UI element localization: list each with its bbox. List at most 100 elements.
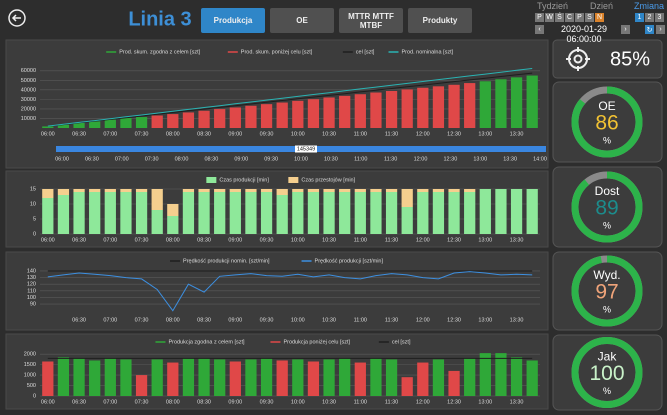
navigator-tick: 08:00 <box>175 156 189 162</box>
x-tick-label: 08:00 <box>166 237 180 243</box>
x-tick-label: 10:30 <box>322 317 336 323</box>
legend-label: cel [szt] <box>356 49 375 55</box>
refresh-button[interactable]: ↻ <box>645 25 654 34</box>
x-tick-label: 08:00 <box>166 399 180 405</box>
bar <box>354 362 366 396</box>
x-tick-label: 07:30 <box>135 131 149 137</box>
x-tick-label: 10:00 <box>291 399 305 405</box>
bar <box>135 189 148 192</box>
bar <box>339 95 351 128</box>
bar <box>276 102 288 128</box>
bar <box>104 189 116 192</box>
period-label[interactable]: Tydzień <box>537 1 569 11</box>
bar <box>307 192 320 234</box>
x-tick-label: 11:00 <box>354 317 367 323</box>
tab[interactable]: MTTR MTTF MTBF <box>339 8 403 33</box>
bar <box>135 117 148 128</box>
shift-button[interactable]: 2 <box>645 13 654 22</box>
x-tick-label: 07:00 <box>103 237 117 243</box>
day-button[interactable]: Ś <box>555 13 564 22</box>
x-tick-label: 08:30 <box>197 131 211 137</box>
y-tick-label: 110 <box>27 288 36 294</box>
bar <box>182 189 195 192</box>
gauge-unit: % <box>603 304 611 314</box>
date: 2020-01-29 06:00:00 <box>560 24 608 44</box>
prev-button[interactable]: ‹ <box>535 25 544 34</box>
legend-label: Prod. skum. poniżej celu [szt] <box>241 49 313 55</box>
x-tick-label: 13:00 <box>478 237 492 243</box>
bar <box>401 89 413 128</box>
bar <box>120 189 132 192</box>
bar <box>417 362 429 396</box>
y-tick-label: 0 <box>33 393 36 399</box>
bar <box>182 112 195 128</box>
bar <box>260 189 273 192</box>
bar <box>417 189 429 192</box>
line <box>47 68 533 127</box>
bar <box>245 359 257 396</box>
bar <box>464 83 476 128</box>
x-tick-label: 13:30 <box>510 317 524 323</box>
bar <box>479 353 491 396</box>
legend-label: Produkcja zgodna z celem [szt] <box>168 339 245 345</box>
bar <box>151 210 163 234</box>
x-tick-label: 13:00 <box>478 131 492 137</box>
gauge-label: OE <box>598 99 615 113</box>
day-button[interactable]: P <box>535 13 544 22</box>
bar <box>57 357 70 396</box>
shift-button[interactable]: 3 <box>655 13 664 22</box>
legend-label: Czas produkcji [min] <box>219 177 269 183</box>
x-tick-label: 06:00 <box>41 237 55 243</box>
legend-label: Prędkość produkcji [szt/min] <box>315 258 384 264</box>
bar <box>42 126 54 128</box>
tab[interactable]: OE <box>270 8 334 33</box>
x-tick-label: 09:00 <box>228 317 242 323</box>
day-button[interactable]: N <box>595 13 604 22</box>
gauge-unit: % <box>603 386 611 396</box>
bar <box>307 189 320 192</box>
x-tick-label: 09:30 <box>260 317 274 323</box>
navigator-tick: 13:00 <box>473 156 487 162</box>
day-button[interactable]: P <box>575 13 584 22</box>
y-tick-label: 2000 <box>24 352 36 358</box>
bar <box>323 189 335 192</box>
x-tick-label: 11:30 <box>385 237 398 243</box>
bar <box>42 198 54 234</box>
legend-label: Prędkość produkcji nomin. [szt/min] <box>183 258 270 264</box>
next-button[interactable]: › <box>621 25 630 34</box>
bar <box>198 358 210 396</box>
tab[interactable]: Produkcja <box>201 8 265 33</box>
next-shift[interactable]: › <box>656 25 665 34</box>
x-tick-label: 09:00 <box>228 131 242 137</box>
navigator-tick: 06:00 <box>55 156 69 162</box>
x-tick-label: 07:00 <box>103 317 117 323</box>
y-tick-label: 130 <box>27 275 36 281</box>
x-tick-label: 08:00 <box>166 131 180 137</box>
bar <box>245 105 257 128</box>
navigator-tick: 10:30 <box>324 156 338 162</box>
bar <box>510 77 523 128</box>
line <box>47 271 533 312</box>
x-tick-label: 10:00 <box>291 237 305 243</box>
day-button[interactable]: W <box>545 13 554 22</box>
day-button[interactable]: C <box>565 13 574 22</box>
bar <box>495 189 507 234</box>
navigator-tick: 11:30 <box>384 156 397 162</box>
bar <box>464 189 476 192</box>
bar <box>495 353 507 396</box>
period-label[interactable]: Zmiana <box>634 1 665 11</box>
x-tick-label: 06:00 <box>41 399 55 405</box>
day-button[interactable]: S <box>585 13 594 22</box>
shift-button[interactable]: 1 <box>635 13 644 22</box>
tab[interactable]: Produkty <box>408 8 472 33</box>
y-tick-label: 5 <box>33 216 36 222</box>
navigator-tick: 14:00 <box>533 156 547 162</box>
bar <box>526 75 538 128</box>
x-tick-label: 06:30 <box>72 317 86 323</box>
period-label[interactable]: Dzień <box>590 1 614 11</box>
bar <box>354 192 366 234</box>
back-icon[interactable] <box>8 9 26 27</box>
gauge-value: 100 <box>589 362 624 385</box>
line-title: Linia 3 <box>128 8 191 30</box>
bar <box>214 359 226 396</box>
